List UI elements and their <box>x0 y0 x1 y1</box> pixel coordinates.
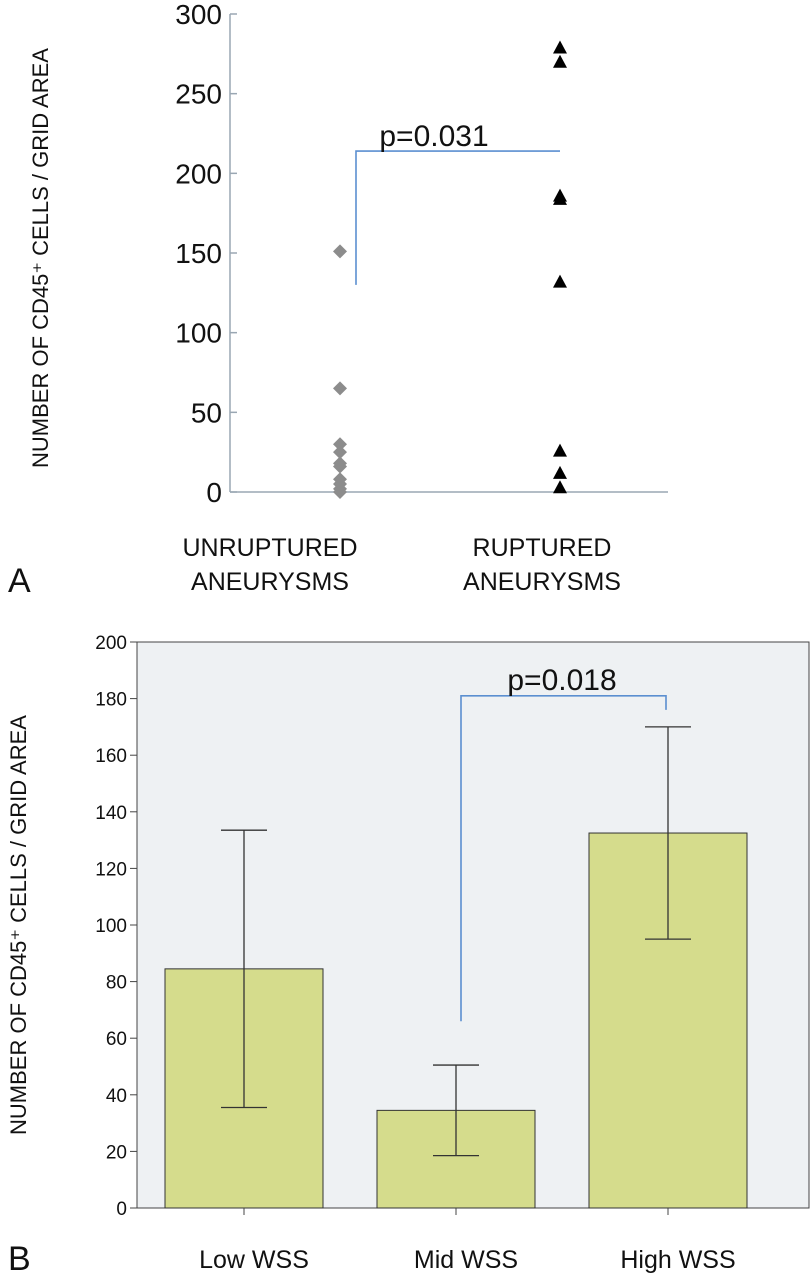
panel-b-y-ticks: 0 20 40 60 80 100 120 140 160 180 200 <box>95 633 137 1220</box>
panel-a-x-tick-label: UNRUPTURED ANEURYSMS <box>183 534 358 596</box>
panel-b-x-tick-label: Mid WSS <box>414 1246 518 1274</box>
panel-a-p-value: p=0.031 <box>379 120 488 153</box>
panel-a-point-ruptured <box>553 54 567 68</box>
panel-b-x-tick-label: Low WSS <box>199 1246 309 1274</box>
panel-a-point-ruptured <box>553 191 567 205</box>
panel-a-point-unruptured <box>333 437 347 452</box>
panel-a-y-tick-label: 100 <box>175 318 222 349</box>
panel-a-y-axis-label: NUMBER OF CD45⁺ CELLS / GRID AREA <box>28 48 53 468</box>
panel-a-point-unruptured <box>333 485 347 499</box>
panel-b-significance-bracket <box>460 694 667 1022</box>
panel-b-y-tick-label: 60 <box>106 1029 127 1050</box>
panel-b-y-axis-label: NUMBER OF CD45⁺ CELLS / GRID AREA <box>6 715 31 1135</box>
panel-b-y-tick-label: 20 <box>106 1142 127 1163</box>
panel-a-significance-bracket <box>355 150 560 285</box>
panel-a-y-tick-label: 200 <box>175 158 222 189</box>
panel-a-point-ruptured <box>553 465 567 479</box>
panel-a-label: A <box>8 562 31 600</box>
panel-b-y-tick-label: 180 <box>95 690 127 711</box>
panel-a-point-ruptured <box>553 274 567 288</box>
panel-b-y-tick-label: 100 <box>95 916 127 937</box>
panel-a-y-tick-label: 300 <box>175 0 222 30</box>
panel-b-y-tick-label: 120 <box>95 859 127 880</box>
panel-b-y-tick-label: 80 <box>106 973 127 994</box>
panel-b-label: B <box>8 1240 31 1278</box>
panel-a-y-tick-label: 250 <box>175 79 222 110</box>
panel-a-y-ticks: 0 50 100 150 200 250 300 <box>175 0 237 508</box>
panel-a-point-unruptured <box>333 244 347 259</box>
panel-a-x-tick-label: RUPTURED ANEURYSMS <box>463 534 621 596</box>
panel-a-y-tick-label: 150 <box>175 238 222 269</box>
panel-b-y-tick-label: 40 <box>106 1086 127 1107</box>
panel-a-x-labels: UNRUPTURED ANEURYSMS RUPTURED ANEURYSMS <box>183 534 621 596</box>
panel-a-y-tick-label: 50 <box>191 397 222 428</box>
panel-b-bracket-line <box>460 694 667 1022</box>
panel-b-x-tick-label: High WSS <box>620 1246 735 1274</box>
panel-a-point-ruptured <box>553 480 567 494</box>
panel-b-p-value: p=0.018 <box>507 664 616 697</box>
panel-b-y-tick-label: 0 <box>116 1199 127 1220</box>
panel-b-error-bars <box>221 726 691 1157</box>
panel-a-point-ruptured <box>553 40 567 54</box>
panel-b-y-tick-label: 140 <box>95 803 127 824</box>
panel-a-bracket-line <box>355 150 560 285</box>
panel-a-point-ruptured <box>553 443 567 457</box>
panel-b-y-tick-label: 200 <box>95 633 127 654</box>
panel-a-point-unruptured <box>333 459 347 474</box>
panel-b-y-tick-label: 160 <box>95 746 127 767</box>
panel-b-x-labels: Low WSS Mid WSS High WSS <box>199 1208 736 1274</box>
panel-a-point-unruptured <box>333 445 347 460</box>
panel-a-y-tick-label: 0 <box>206 477 222 508</box>
panel-b: B NUMBER OF CD45⁺ CELLS / GRID AREA 0 20 4… <box>6 633 810 1278</box>
panel-a: A NUMBER OF CD45⁺ CELLS / GRID AREA 0 50 1… <box>8 0 668 600</box>
panel-a-point-unruptured <box>333 381 347 396</box>
panel-a-points <box>333 40 567 499</box>
